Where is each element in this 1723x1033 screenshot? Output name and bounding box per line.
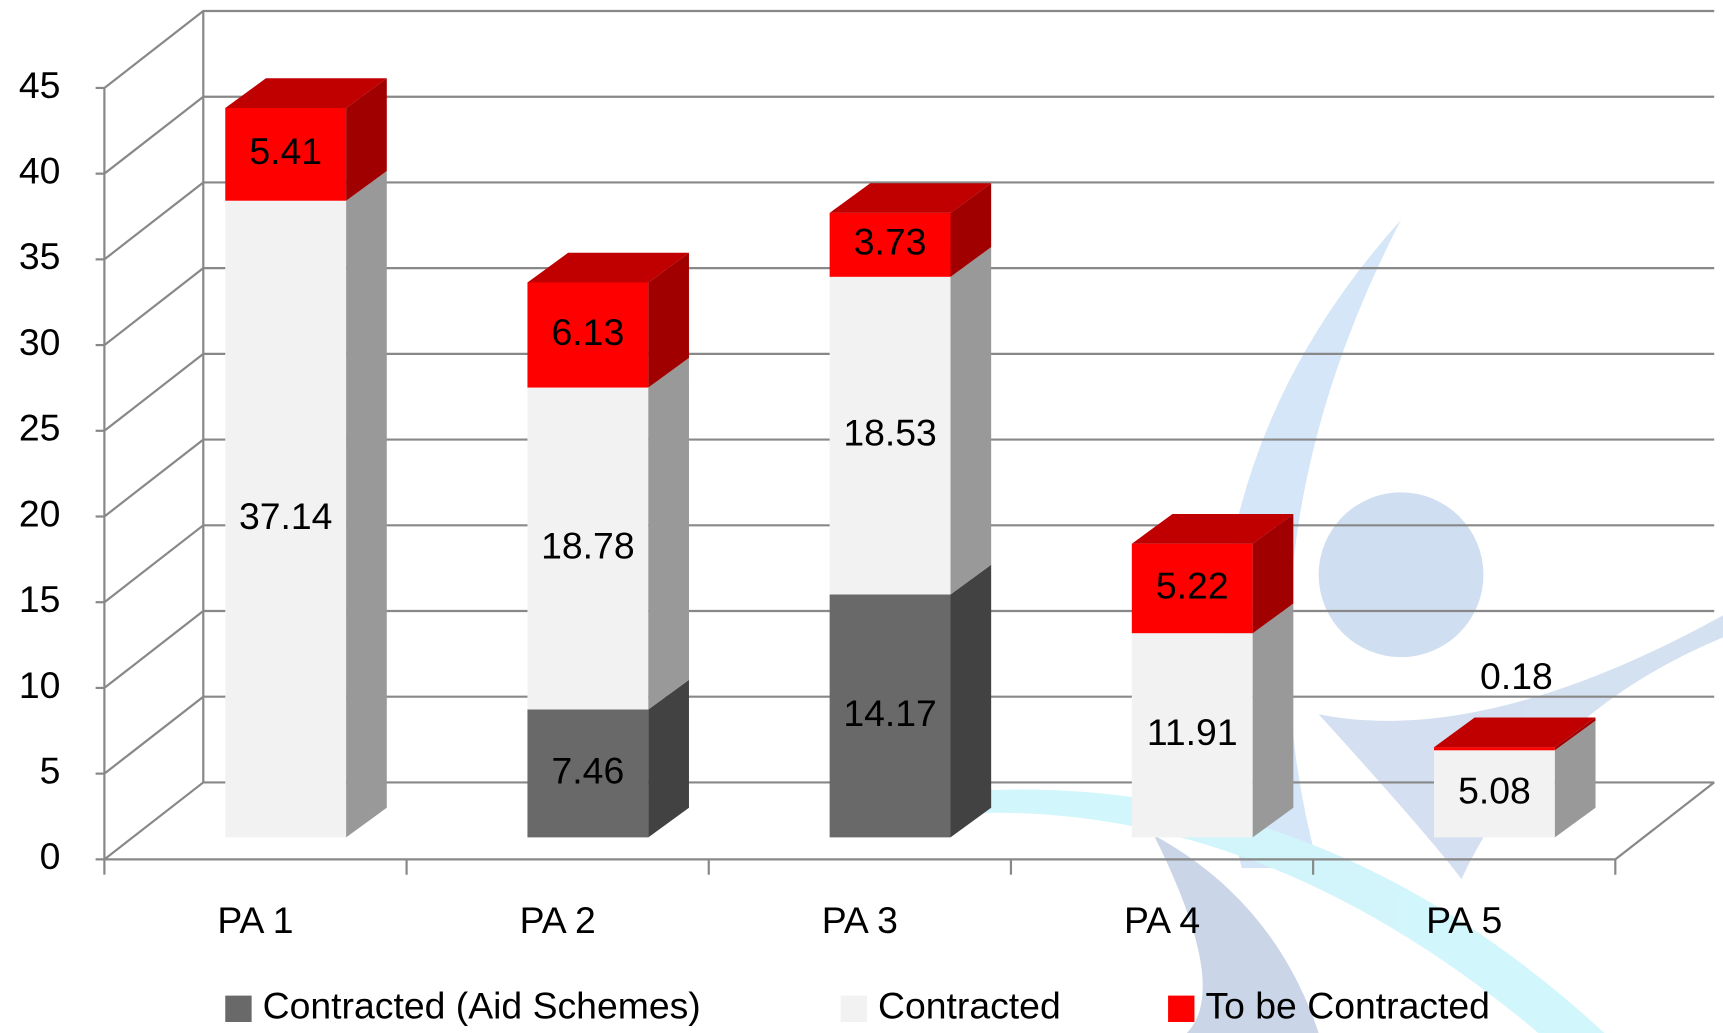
legend-swatch [225, 995, 252, 1022]
bar-front [225, 107, 347, 201]
bar-side [346, 78, 387, 201]
floor-edge [1614, 781, 1715, 861]
legend-label: Contracted (Aid Schemes) [263, 985, 701, 1027]
grid-line [103, 267, 1715, 346]
bar-segment [1131, 514, 1294, 634]
data-label: 37.14 [239, 495, 333, 537]
y-tick-label: 30 [19, 321, 61, 363]
legend-swatch [1168, 995, 1195, 1022]
data-label: 14.17 [843, 692, 937, 734]
bar-front [1434, 747, 1555, 751]
legend-label: Contracted [878, 985, 1061, 1027]
bar-top [527, 252, 689, 283]
bar-segment [225, 78, 387, 201]
bar-front [527, 387, 649, 710]
data-label: 5.08 [1458, 770, 1531, 812]
y-tick-label: 45 [19, 64, 61, 106]
bar-side [1252, 514, 1294, 634]
data-label: 7.46 [552, 749, 625, 791]
x-tick-label: PA 1 [217, 899, 293, 941]
data-label: 3.73 [854, 221, 927, 263]
data-label: 6.13 [552, 311, 625, 353]
legend-swatch [840, 995, 867, 1022]
grid-line [103, 181, 1715, 261]
data-label: 5.41 [249, 130, 322, 172]
x-tick-label: PA 5 [1426, 899, 1502, 941]
bar-side [950, 247, 992, 595]
bar-side [648, 252, 689, 388]
bar-top [829, 183, 992, 213]
data-label: 11.91 [1147, 711, 1238, 753]
grid-line [103, 95, 1715, 175]
bar-segment [1131, 603, 1294, 838]
y-tick-label: 0 [40, 835, 61, 877]
bar-front [829, 212, 951, 277]
y-tick-label: 15 [19, 578, 61, 620]
x-tick-label: PA 4 [1124, 899, 1200, 941]
bar-segment [527, 679, 689, 838]
y-tick-label: 35 [19, 235, 61, 277]
bar-segment [1434, 720, 1596, 838]
bar-side [950, 183, 992, 277]
bar-side [346, 171, 387, 838]
legend-label: To be Contracted [1205, 985, 1490, 1027]
bar-segment [527, 252, 689, 388]
bar-segment [829, 183, 992, 277]
bar-side [950, 564, 992, 838]
y-tick-label: 10 [19, 664, 61, 706]
bar-side [648, 357, 689, 710]
bar-front [527, 282, 649, 388]
bar-segment [829, 564, 992, 838]
bar-front [1434, 750, 1555, 838]
x-tick-label: PA 3 [822, 899, 898, 941]
grid-line [103, 9, 1715, 89]
bar-front [1131, 543, 1253, 634]
y-tick-label: 20 [19, 492, 61, 534]
data-label: 18.78 [541, 524, 635, 566]
grid-line [103, 352, 1715, 432]
bar-segment [829, 247, 992, 595]
data-label: 5.22 [1156, 564, 1229, 606]
bar-segment [1434, 717, 1596, 751]
bar-front [829, 276, 951, 595]
y-tick-label: 25 [19, 407, 61, 449]
grid-line [103, 438, 1715, 518]
bar-segment [225, 171, 387, 838]
data-label: 0.18 [1480, 655, 1553, 697]
y-tick-label: 40 [19, 150, 61, 192]
bar-side [648, 679, 689, 838]
bar-top [1131, 514, 1294, 544]
bar-segment [527, 357, 689, 710]
bar-front [527, 709, 649, 838]
bar-top [1434, 717, 1596, 748]
bar-side [1554, 717, 1596, 751]
data-label: 18.53 [843, 412, 937, 454]
bar-front [1131, 633, 1253, 838]
bar-side [1554, 720, 1596, 838]
bar-top [225, 78, 387, 108]
y-tick-label: 5 [40, 750, 61, 792]
background-logo [966, 219, 1723, 1033]
bar-front [829, 594, 951, 838]
x-tick-label: PA 2 [520, 899, 596, 941]
bar-side [1252, 603, 1294, 838]
bar-front [225, 200, 347, 838]
